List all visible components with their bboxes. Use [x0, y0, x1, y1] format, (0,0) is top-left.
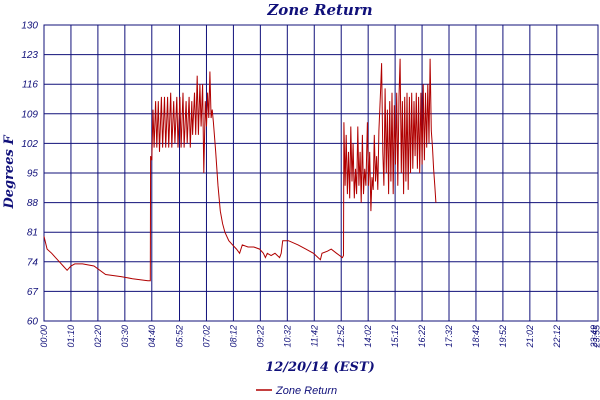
x-tick-label: 17:32: [444, 325, 454, 348]
y-tick-label: 74: [27, 257, 39, 268]
x-tick-label: 15:12: [390, 325, 400, 348]
y-tick-label: 123: [21, 50, 38, 61]
x-tick-label: 18:42: [471, 325, 481, 348]
x-tick-label: 14:02: [363, 325, 373, 348]
y-tick-label: 81: [27, 228, 38, 239]
x-tick-label: 01:10: [66, 325, 76, 348]
y-tick-label: 67: [27, 287, 39, 298]
y-tick-label: 102: [21, 139, 38, 150]
legend-label-zone-return: Zone Return: [275, 385, 337, 397]
x-tick-label: 09:22: [255, 325, 265, 348]
y-tick-labels: 60 67 74 81 88 95 102 109 116 123 130: [21, 21, 38, 328]
x-tick-label: 11:42: [309, 325, 319, 347]
x-tick-label: 00:00: [39, 325, 49, 348]
y-axis-label: Degrees F: [2, 135, 17, 210]
x-tick-label: 23:55: [591, 324, 600, 349]
x-tick-label: 03:30: [120, 325, 130, 348]
x-tick-label: 02:20: [93, 325, 103, 348]
x-tick-label: 12:52: [336, 325, 346, 348]
x-axis-label: 12/20/14 (EST): [265, 360, 375, 375]
x-tick-label: 10:32: [282, 325, 292, 348]
chart-title: Zone Return: [266, 1, 372, 19]
y-tick-label: 88: [27, 198, 39, 209]
y-tick-label: 95: [27, 169, 39, 180]
y-tick-label: 109: [21, 109, 38, 120]
y-tick-label: 116: [22, 80, 38, 91]
x-tick-label: 08:12: [228, 325, 238, 348]
x-tick-labels: 00:00 01:10 02:20 03:30 04:40 05:52 07:02 08:12…: [39, 324, 600, 349]
x-tick-label: 21:02: [525, 325, 535, 349]
chart-gridlines: [43, 24, 598, 322]
x-tick-label: 23:49: [589, 325, 599, 349]
plot-area-frame: [43, 24, 599, 322]
x-tick-label: 05:52: [175, 325, 185, 348]
x-tick-label: 04:40: [147, 325, 157, 348]
x-tick-label: 16:22: [417, 325, 427, 348]
x-tick-label: 22:12: [552, 325, 562, 349]
y-tick-label: 60: [27, 317, 39, 328]
x-tick-label: 19:52: [498, 325, 508, 348]
y-tick-label: 130: [21, 21, 38, 32]
legend: Zone Return: [256, 385, 337, 397]
series-line-zone-return: [43, 58, 437, 282]
x-tick-label: 07:02: [201, 325, 211, 348]
